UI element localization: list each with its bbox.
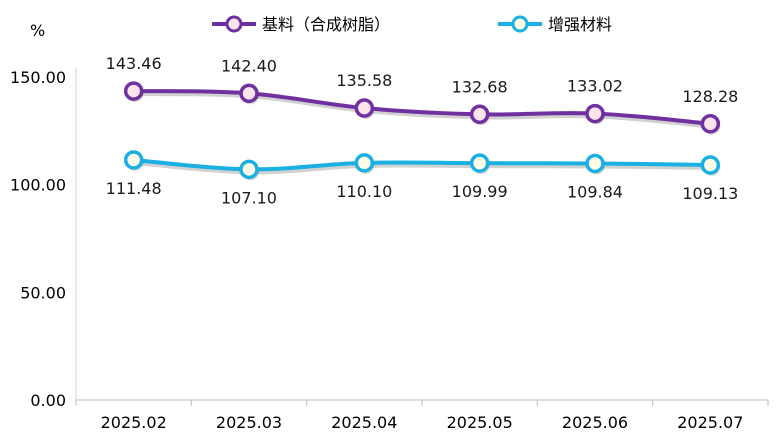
data-point bbox=[123, 150, 144, 170]
series-line-shadow bbox=[135, 160, 712, 175]
data-point bbox=[239, 159, 259, 180]
x-tick-label: 2025.06 bbox=[562, 413, 628, 432]
y-tick-label: 100.00 bbox=[10, 176, 66, 195]
series-layer: 143.46 142.40 135.58 132.68 133.02 128.28 111.… bbox=[106, 54, 739, 207]
data-label: 109.99 bbox=[452, 182, 508, 201]
legend-marker bbox=[511, 15, 529, 33]
data-point bbox=[700, 155, 721, 175]
legend-label: 增强材料 bbox=[548, 15, 612, 34]
data-label: 110.10 bbox=[336, 182, 392, 201]
data-point bbox=[700, 114, 721, 134]
data-label: 107.10 bbox=[221, 188, 277, 207]
series-2: 111.48 107.10 110.10 109.99 109.84 109.13 bbox=[106, 150, 738, 207]
series-line bbox=[131, 157, 713, 172]
series-line bbox=[131, 89, 713, 126]
y-tick-label: 50.00 bbox=[20, 283, 66, 302]
data-point bbox=[469, 104, 490, 125]
x-tick-label: 2025.02 bbox=[101, 413, 167, 432]
y-tick-label: 150.00 bbox=[10, 68, 66, 87]
y-axis-unit: % bbox=[30, 21, 45, 40]
x-tick-label: 2025.04 bbox=[331, 413, 397, 432]
x-tick-label: 2025.03 bbox=[216, 413, 282, 432]
legend-item-1: 基料（合成树脂） bbox=[212, 15, 390, 34]
series-1: 143.46 142.40 135.58 132.68 133.02 128.28 bbox=[106, 54, 738, 135]
data-label: 142.40 bbox=[221, 56, 277, 75]
legend-item-2: 增强材料 bbox=[498, 15, 612, 34]
x-tick-label: 2025.07 bbox=[677, 413, 743, 432]
data-point bbox=[585, 103, 605, 124]
y-tick-label: 0.00 bbox=[30, 391, 66, 410]
x-tick-labels: 2025.02 2025.03 2025.04 2025.05 2025.06 2025.… bbox=[75, 400, 769, 432]
data-point bbox=[354, 98, 375, 118]
data-point bbox=[123, 81, 144, 101]
data-point bbox=[469, 153, 490, 173]
data-point bbox=[354, 153, 375, 173]
legend: 基料（合成树脂） 增强材料 bbox=[212, 15, 612, 34]
legend-marker bbox=[225, 15, 243, 33]
data-label: 109.84 bbox=[567, 182, 623, 201]
data-label: 111.48 bbox=[106, 179, 162, 198]
legend-label: 基料（合成树脂） bbox=[262, 15, 390, 34]
x-tick-label: 2025.05 bbox=[447, 413, 513, 432]
series-line-shadow bbox=[135, 92, 713, 129]
data-label: 132.68 bbox=[452, 77, 508, 96]
y-tick-labels: 0.00 50.00 100.00 150.00 bbox=[10, 68, 66, 410]
data-label: 135.58 bbox=[336, 71, 392, 90]
data-point bbox=[585, 153, 605, 174]
data-point bbox=[239, 83, 259, 104]
data-label: 109.13 bbox=[682, 184, 738, 203]
data-label: 143.46 bbox=[106, 54, 162, 73]
data-label: 128.28 bbox=[682, 87, 738, 106]
data-label: 133.02 bbox=[567, 77, 623, 96]
